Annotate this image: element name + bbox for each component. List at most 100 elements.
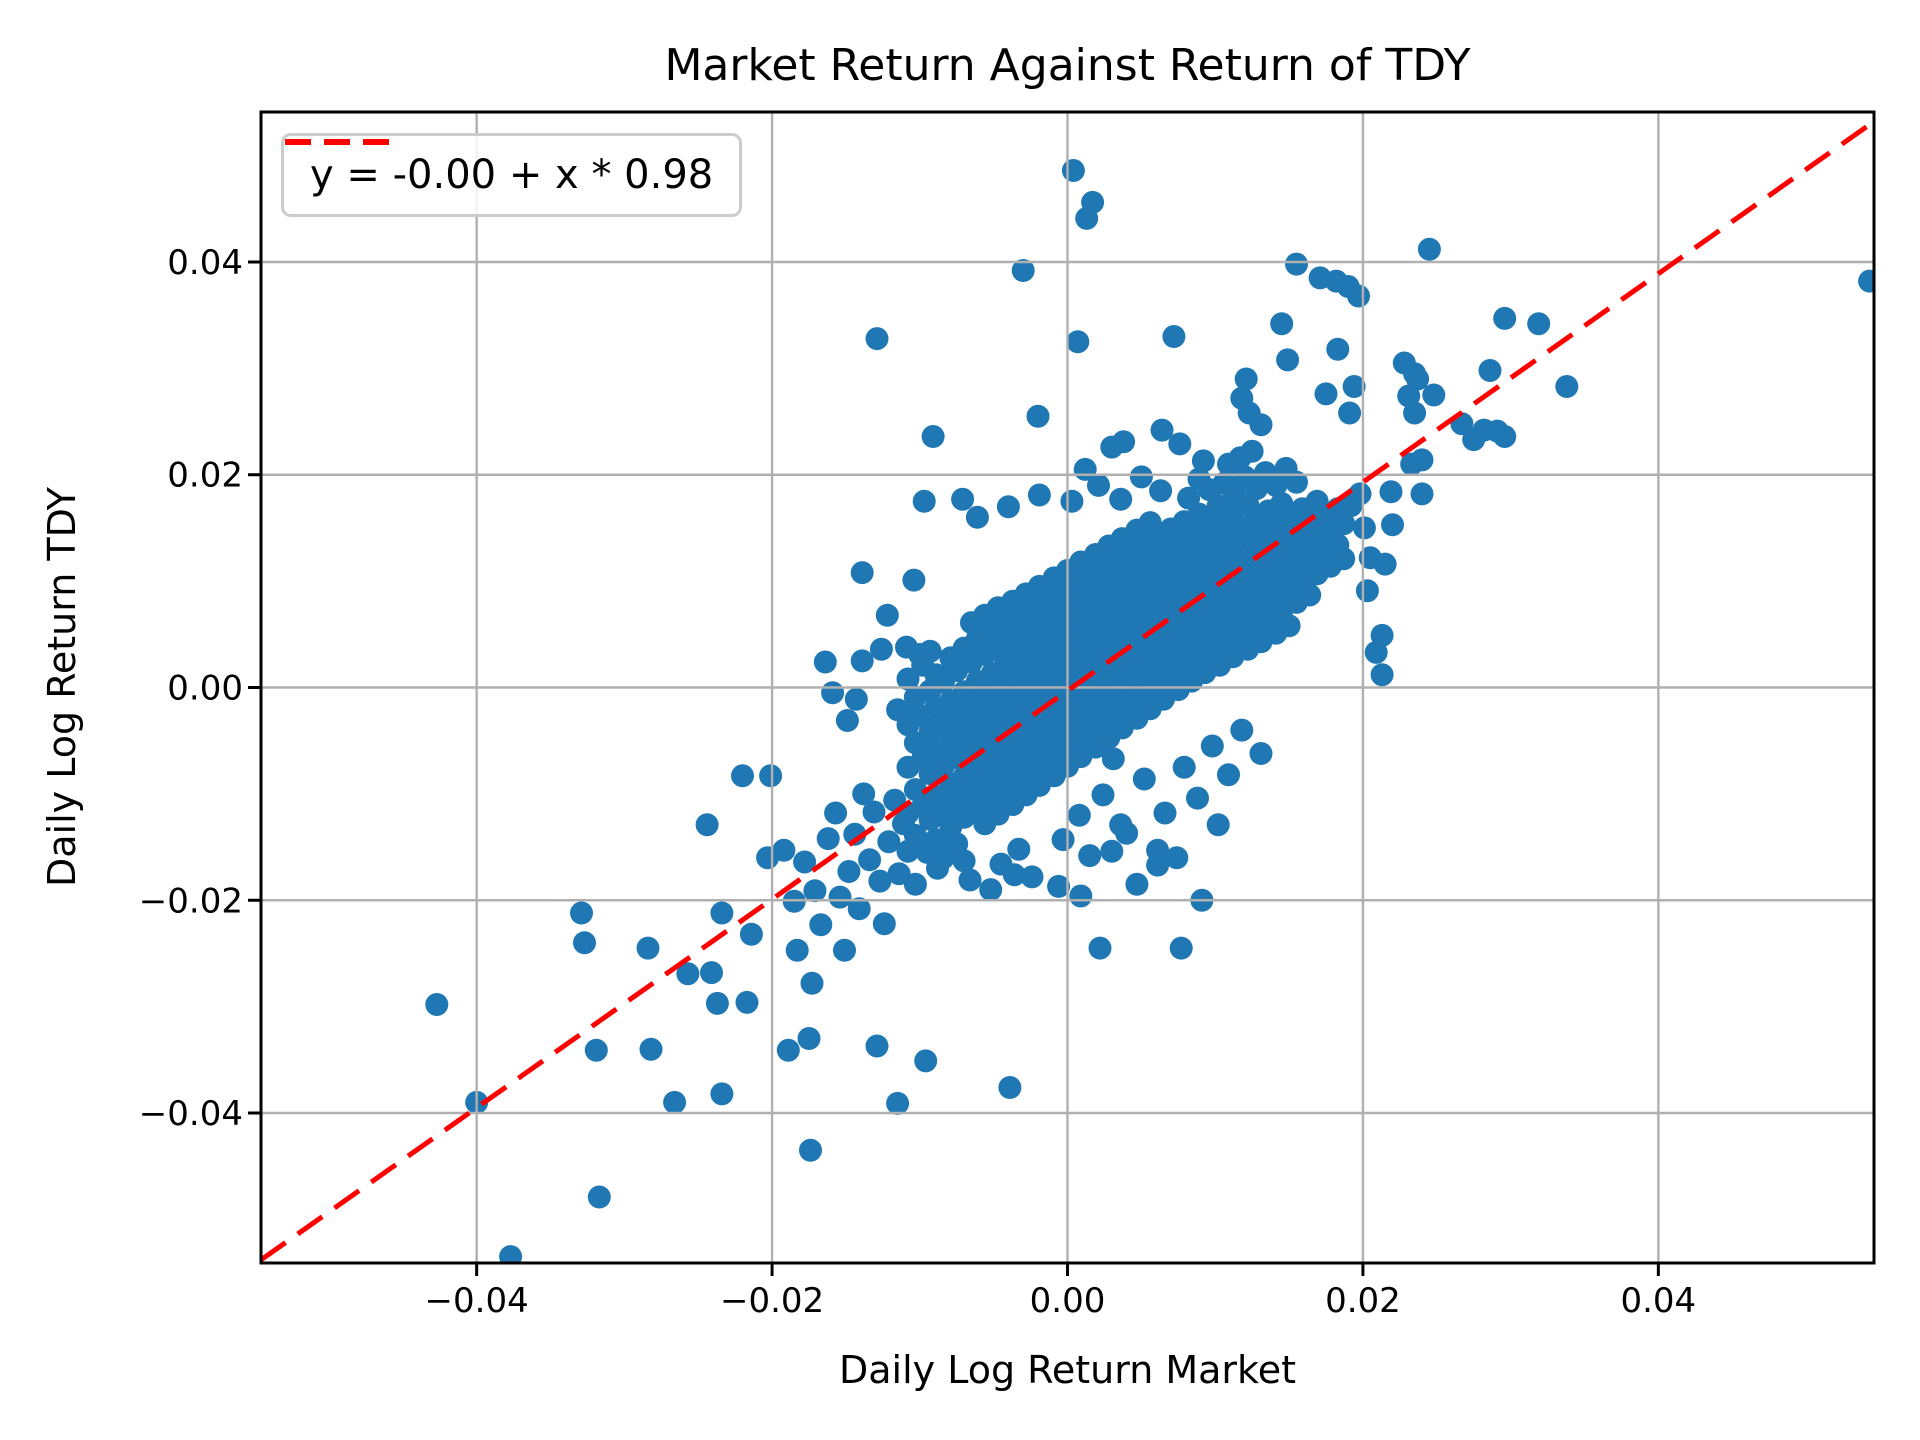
scatter-point xyxy=(850,561,874,585)
y-tick-label: 0.02 xyxy=(167,456,243,496)
scatter-point xyxy=(1078,844,1102,868)
x-tick-label: 0.04 xyxy=(1620,1281,1696,1321)
scatter-point xyxy=(1342,375,1366,398)
y-tick-label: −0.02 xyxy=(139,881,243,921)
scatter-point xyxy=(1011,259,1035,282)
scatter-point xyxy=(896,667,920,691)
scatter-point xyxy=(1410,482,1434,506)
scatter-point xyxy=(813,650,837,674)
scatter-point xyxy=(710,901,734,925)
scatter-point xyxy=(1206,813,1230,837)
scatter-point xyxy=(1326,337,1350,361)
scatter-point xyxy=(1403,401,1427,425)
scatter-point xyxy=(989,852,1013,876)
scatter-point xyxy=(1200,734,1224,758)
scatter-point xyxy=(865,327,889,351)
y-tick-label: 0.00 xyxy=(167,669,243,709)
scatter-point xyxy=(1249,413,1273,437)
scatter-point xyxy=(776,1038,800,1062)
x-axis-label: Daily Log Return Market xyxy=(839,1348,1296,1392)
scatter-point xyxy=(1332,512,1356,536)
scatter-point xyxy=(1060,489,1084,513)
chart-title: Market Return Against Return of TDY xyxy=(664,40,1471,91)
scatter-point xyxy=(700,961,723,985)
scatter-point xyxy=(1422,383,1446,407)
scatter-point xyxy=(1020,865,1044,889)
scatter-point xyxy=(1112,430,1136,454)
scatter-point xyxy=(1462,428,1486,452)
scatter-point xyxy=(731,764,754,788)
scatter-point xyxy=(875,603,899,627)
scatter-point xyxy=(1338,401,1362,425)
scatter-point xyxy=(1187,467,1211,491)
scatter-point xyxy=(952,849,976,873)
scatter-point xyxy=(1277,614,1301,638)
scatter-point xyxy=(705,991,729,1015)
scatter-point xyxy=(833,938,856,962)
scatter-point xyxy=(869,637,893,661)
scatter-point xyxy=(1285,252,1308,276)
scatter-series xyxy=(425,159,1874,1263)
scatter-point xyxy=(735,990,759,1014)
scatter-point xyxy=(1352,516,1376,540)
scatter-point xyxy=(1264,473,1288,497)
scatter-point xyxy=(799,1138,822,1162)
scatter-point xyxy=(1075,206,1099,230)
scatter-point xyxy=(1172,755,1196,779)
scatter-point xyxy=(1270,312,1294,336)
scatter-point xyxy=(1186,786,1209,810)
scatter-point xyxy=(824,801,848,825)
scatter-point xyxy=(1478,359,1502,382)
scatter-point xyxy=(1555,375,1579,398)
scatter-point xyxy=(918,639,942,663)
scatter-point xyxy=(570,901,593,925)
scatter-point xyxy=(1051,828,1075,852)
scatter-point xyxy=(695,813,719,837)
scatter-point xyxy=(1298,583,1322,607)
scatter-point xyxy=(1101,747,1125,771)
scatter-point xyxy=(1493,425,1517,448)
scatter-point xyxy=(499,1245,523,1263)
scatter-point xyxy=(902,568,926,592)
scatter-point xyxy=(1047,874,1071,898)
scatter-point xyxy=(1109,487,1133,511)
scatter-point xyxy=(1165,846,1189,870)
scatter-point xyxy=(425,993,449,1016)
scatter-point xyxy=(844,687,868,711)
scatter-point xyxy=(1150,418,1174,442)
scatter-point xyxy=(1168,432,1192,456)
scatter-point xyxy=(1217,763,1240,787)
scatter-point xyxy=(676,962,700,986)
scatter-point xyxy=(1026,404,1050,428)
scatter-point xyxy=(821,681,845,705)
x-tick-label: −0.04 xyxy=(425,1281,529,1321)
scatter-point xyxy=(1132,767,1156,791)
regression-line xyxy=(261,119,1874,1262)
scatter-point xyxy=(1347,284,1370,308)
scatter-point xyxy=(1381,513,1404,537)
scatter-point xyxy=(1493,306,1517,330)
scatter-point xyxy=(1355,579,1379,603)
scatter-point xyxy=(1332,547,1356,571)
scatter-point xyxy=(868,869,892,893)
scatter-point xyxy=(1007,837,1031,861)
scatter-point xyxy=(1230,718,1254,742)
scatter-point xyxy=(1379,480,1403,504)
scatter-point xyxy=(862,800,886,824)
scatter-point xyxy=(710,1082,734,1106)
scatter-point xyxy=(1370,663,1394,687)
scatter-point xyxy=(1073,457,1097,481)
scatter-point xyxy=(1858,269,1874,293)
scatter-point xyxy=(835,709,859,732)
scatter-point xyxy=(858,848,882,872)
scatter-point xyxy=(1348,482,1372,506)
scatter-point xyxy=(587,1185,611,1209)
scatter-point xyxy=(639,1037,663,1061)
legend-dashed-line-icon xyxy=(285,139,389,145)
scatter-point xyxy=(1066,330,1090,354)
y-tick-label: −0.04 xyxy=(139,1094,243,1134)
scatter-point xyxy=(636,936,660,960)
scatter-point xyxy=(1149,479,1173,503)
